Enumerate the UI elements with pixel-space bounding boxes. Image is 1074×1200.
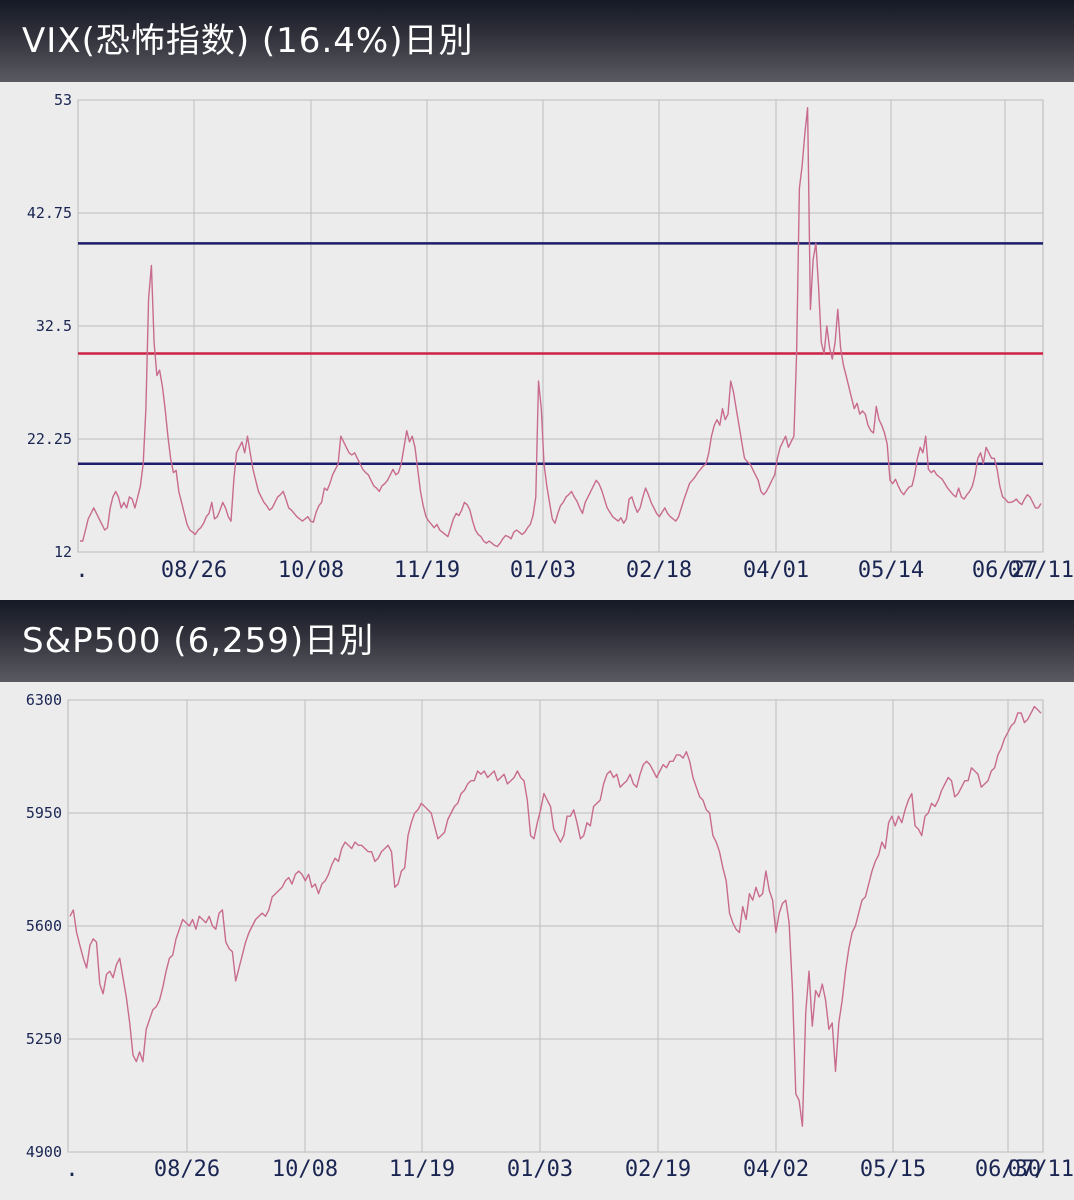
series-line <box>69 705 1042 1127</box>
y-tick-label: 53 <box>54 91 72 109</box>
x-tick-label: 05/14 <box>858 558 924 583</box>
x-tick-label: 08/26 <box>154 1157 220 1182</box>
sp500-chart-title: S&P500 (6,259)日別 <box>0 600 1074 682</box>
vix-chart-title: VIX(恐怖指数) (16.4%)日別 <box>0 0 1074 82</box>
x-tick-label: 02/19 <box>625 1157 691 1182</box>
x-tick-label: 01/03 <box>507 1157 573 1182</box>
x-tick-label: . <box>75 558 88 583</box>
y-tick-label: 42.75 <box>27 204 72 222</box>
x-tick-label: 04/01 <box>743 558 809 583</box>
x-tick-label: 07/11 <box>1008 558 1074 583</box>
x-tick-label: 06/27 <box>972 558 1038 583</box>
x-tick-label: 06/30 <box>975 1157 1041 1182</box>
x-tick-label: 11/19 <box>389 1157 455 1182</box>
x-tick-label: 02/18 <box>626 558 692 583</box>
y-tick-label: 32.5 <box>36 317 72 335</box>
series-line <box>80 107 1042 548</box>
y-tick-label: 22.25 <box>27 430 72 448</box>
x-tick-label: 07/11 <box>1008 1157 1074 1182</box>
x-tick-label: 05/15 <box>860 1157 926 1182</box>
x-tick-label: 04/02 <box>743 1157 809 1182</box>
y-tick-label: 6300 <box>26 691 62 709</box>
y-tick-label: 5600 <box>26 917 62 935</box>
y-tick-label: 5950 <box>26 804 62 822</box>
vix-chart: 53 42.75 32.5 22.25 12. 08/26 10/08 11/19 01/03 0… <box>27 91 1074 583</box>
x-tick-label: 10/08 <box>278 558 344 583</box>
y-tick-label: 5250 <box>26 1030 62 1048</box>
y-tick-label: 12 <box>54 543 72 561</box>
x-tick-label: 10/08 <box>272 1157 338 1182</box>
x-tick-label: 08/26 <box>161 558 227 583</box>
y-tick-label: 4900 <box>26 1143 62 1161</box>
sp500-chart: 6300 5950 5600 5250 4900. 08/26 10/08 11/19 01/0… <box>26 691 1074 1182</box>
x-tick-label: 11/19 <box>394 558 460 583</box>
x-tick-label: . <box>65 1157 78 1182</box>
x-tick-label: 01/03 <box>510 558 576 583</box>
